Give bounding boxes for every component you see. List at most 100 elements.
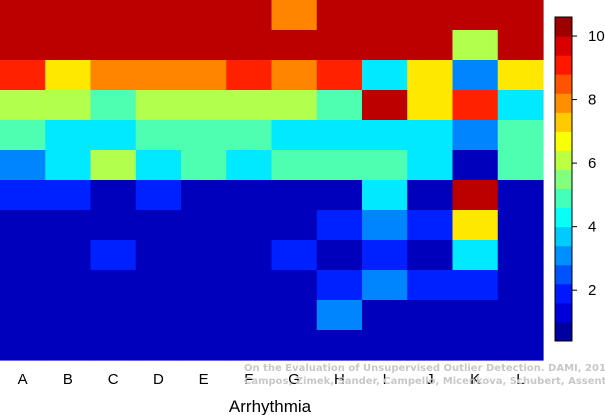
heatmap-cell: [0, 0, 46, 31]
heatmap-cell: [45, 30, 92, 61]
heatmap-cell: [271, 240, 318, 271]
x-tick-label: L: [516, 371, 524, 388]
heatmap-cell: [407, 180, 454, 211]
heatmap-cell: [135, 180, 182, 211]
heatmap-cell: [45, 240, 92, 271]
heatmap-cell: [316, 120, 363, 151]
heatmap-cell: [407, 0, 454, 31]
heatmap-cell: [271, 330, 318, 361]
heatmap-cell: [271, 60, 318, 91]
heatmap-cell: [407, 240, 454, 271]
heatmap-cell: [90, 30, 137, 61]
heatmap-cell: [0, 120, 46, 151]
heatmap-cell: [316, 0, 363, 31]
colorbar-band: [555, 264, 572, 285]
x-tick-label: J: [426, 371, 434, 388]
heatmap-cell: [271, 30, 318, 61]
heatmap-cell: [226, 240, 273, 271]
heatmap-cell: [45, 60, 92, 91]
heatmap-cell: [0, 240, 46, 271]
heatmap-cell: [497, 30, 544, 61]
colorbar-band: [555, 283, 572, 304]
x-axis-label: Arrhythmia: [229, 397, 312, 415]
heatmap-cell: [452, 180, 499, 211]
heatmap-cell: [45, 0, 92, 31]
heatmap-cell: [90, 60, 137, 91]
heatmap-cell: [45, 90, 92, 121]
colorbar-tick-labels: 2 4 6 8 10: [572, 28, 605, 299]
heatmap-cell: [135, 60, 182, 91]
heatmap-cell: [181, 120, 227, 151]
heatmap-cell: [362, 150, 408, 181]
colorbar: [554, 16, 573, 342]
colorbar-frame: [554, 16, 573, 342]
heatmap-cell: [226, 120, 273, 151]
heatmap-cell: [226, 210, 273, 241]
heatmap-cell: [226, 300, 273, 331]
heatmap-cell: [316, 330, 363, 361]
heatmap-cell: [271, 0, 318, 31]
heatmap-cell: [497, 270, 544, 301]
colorbar-band: [555, 245, 572, 266]
heatmap-cell: [271, 120, 318, 151]
heatmap-cell: [181, 90, 227, 121]
heatmap-cell: [135, 270, 182, 301]
colorbar-tick-label: 6: [588, 155, 596, 172]
heatmap-cell: [497, 90, 544, 121]
heatmap-cell: [226, 60, 273, 91]
heatmap-cell: [316, 90, 363, 121]
heatmap-cell: [181, 330, 227, 361]
heatmap-cell: [0, 90, 46, 121]
heatmap-cell: [497, 0, 544, 31]
x-tick-label: B: [63, 371, 73, 388]
heatmap-cell: [0, 330, 46, 361]
heatmap-cell: [181, 270, 227, 301]
heatmap-cell: [452, 60, 499, 91]
heatmap-cell: [362, 270, 408, 301]
heatmap-cell: [452, 150, 499, 181]
heatmap-cell: [497, 210, 544, 241]
heatmap-cell: [226, 0, 273, 31]
heatmap-cell: [226, 30, 273, 61]
heatmap-cell: [407, 90, 454, 121]
heatmap-cell: [362, 90, 408, 121]
heatmap-cell: [181, 300, 227, 331]
heatmap-cell: [452, 210, 499, 241]
heatmap-cell: [362, 180, 408, 211]
heatmap-cell: [362, 240, 408, 271]
heatmap-cell: [316, 150, 363, 181]
heatmap-cell: [0, 270, 46, 301]
heatmap-cell: [316, 300, 363, 331]
heatmap-cell: [90, 90, 137, 121]
colorbar-band: [555, 74, 572, 94]
colorbar-band: [555, 150, 572, 170]
colorbar-tick-label: 2: [588, 282, 596, 299]
colorbar-band: [555, 207, 572, 228]
colorbar-band: [555, 188, 572, 209]
heatmap-cell: [271, 180, 318, 211]
heatmap-cell: [90, 150, 137, 181]
credit-line-2: Campos, Zimek, Sander, Campello, Micenko…: [244, 376, 605, 387]
heatmap-cell: [181, 240, 227, 271]
heatmap-cell: [135, 330, 182, 361]
colorbar-band: [555, 55, 572, 75]
heatmap-cell: [452, 120, 499, 151]
heatmap-cell: [45, 330, 92, 361]
heatmap-cell: [226, 270, 273, 301]
heatmap-cell: [0, 210, 46, 241]
colorbar-band: [555, 17, 572, 37]
heatmap-cell: [45, 120, 92, 151]
x-tick-label: H: [334, 371, 345, 388]
heatmap-cells: [0, 0, 544, 361]
x-tick-label: A: [18, 371, 28, 388]
heatmap-cell: [90, 300, 137, 331]
heatmap-cell: [271, 270, 318, 301]
heatmap-cell: [452, 30, 499, 61]
heatmap-cell: [135, 90, 182, 121]
colorbar-band: [555, 93, 572, 113]
heatmap-cell: [0, 30, 46, 61]
heatmap-cell: [362, 60, 408, 91]
heatmap-cell: [0, 180, 46, 211]
heatmap-cell: [452, 330, 499, 361]
